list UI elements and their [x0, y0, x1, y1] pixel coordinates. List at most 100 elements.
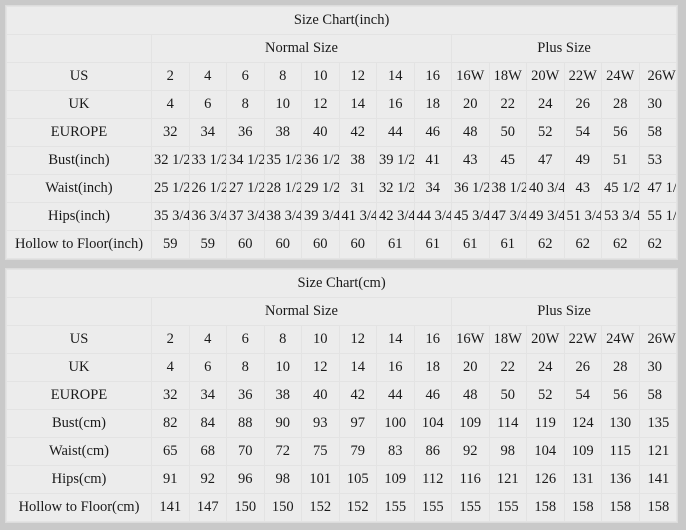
- table-cell: 12: [301, 90, 340, 119]
- table-cell: 4: [151, 353, 190, 382]
- table-row: Waist(inch) 25 1/2 26 1/2 27 1/2 28 1/2 29 1/…: [6, 174, 678, 203]
- table-cell: 38: [338, 146, 377, 175]
- table-cell: 61: [488, 230, 527, 259]
- table-cell: 97: [338, 409, 377, 438]
- table-cell: 32 1/2: [376, 174, 415, 203]
- group-header-row: Normal Size Plus Size: [6, 34, 678, 63]
- table-cell: 136: [601, 465, 640, 494]
- table-cell: 44 3/4: [413, 202, 452, 231]
- table-cell: 38 1/2: [488, 174, 527, 203]
- table-cell: 141: [151, 493, 190, 522]
- table-cell: 155: [376, 493, 415, 522]
- table-cell: 43: [563, 174, 602, 203]
- table-cell: 14: [338, 353, 377, 382]
- table-cell: 62: [526, 230, 565, 259]
- table-cell: 48: [451, 118, 490, 147]
- table-cell: 2: [151, 325, 190, 354]
- table-cell: 86: [413, 437, 452, 466]
- table-cell: 91: [151, 465, 190, 494]
- table-cell: 42: [338, 118, 377, 147]
- table-cell: 51: [601, 146, 640, 175]
- table-cell: 90: [263, 409, 302, 438]
- table-cell: 24W: [601, 325, 640, 354]
- table-cell: 26: [563, 90, 602, 119]
- table-cell: 41 3/4: [338, 202, 377, 231]
- table-cell: 92: [451, 437, 490, 466]
- table-cell: 131: [563, 465, 602, 494]
- table-cell: 130: [601, 409, 640, 438]
- table-cell: 72: [263, 437, 302, 466]
- chart-title-row: Size Chart(cm): [5, 269, 678, 298]
- table-cell: 26: [563, 353, 602, 382]
- row-label-waist-inch: Waist(inch): [6, 174, 152, 203]
- table-cell: 62: [563, 230, 602, 259]
- size-chart-cm-table: Size Chart(cm) Normal Size Plus Size US 2 4 6 8…: [5, 269, 678, 522]
- row-label-uk: UK: [6, 353, 152, 382]
- table-cell: 155: [451, 493, 490, 522]
- table-cell: 59: [188, 230, 227, 259]
- table-cell: 22: [488, 353, 527, 382]
- table-cell: 12: [338, 62, 377, 91]
- row-label-hips-inch: Hips(inch): [6, 202, 152, 231]
- table-cell: 121: [638, 437, 678, 466]
- table-cell: 16: [413, 325, 452, 354]
- table-cell: 79: [338, 437, 377, 466]
- table-cell: 82: [151, 409, 190, 438]
- table-cell: 49: [563, 146, 602, 175]
- table-cell: 16: [376, 353, 415, 382]
- table-row: Hollow to Floor(cm) 141 147 150 150 152 152 155…: [6, 493, 678, 522]
- table-cell: 6: [226, 325, 265, 354]
- table-cell: 22: [488, 90, 527, 119]
- table-cell: 150: [226, 493, 265, 522]
- table-cell: 6: [226, 62, 265, 91]
- table-cell: 49 3/4: [526, 202, 565, 231]
- table-cell: 54: [563, 381, 602, 410]
- table-cell: 105: [338, 465, 377, 494]
- table-cell: 126: [526, 465, 565, 494]
- table-cell: 141: [638, 465, 678, 494]
- table-cell: 41: [413, 146, 452, 175]
- table-cell: 112: [413, 465, 452, 494]
- table-cell: 44: [376, 118, 415, 147]
- table-cell: 20: [451, 353, 490, 382]
- row-label-europe: EUROPE: [6, 118, 152, 147]
- table-cell: 18W: [488, 62, 527, 91]
- table-cell: 45: [488, 146, 527, 175]
- table-cell: 46: [413, 381, 452, 410]
- table-cell: 20W: [526, 325, 565, 354]
- table-cell: 36: [226, 118, 265, 147]
- table-row: Bust(cm) 82 84 88 90 93 97 100 104 109 114 119 124 13…: [6, 409, 678, 438]
- table-cell: 158: [601, 493, 640, 522]
- table-cell: 22W: [563, 325, 602, 354]
- table-cell: 10: [263, 90, 302, 119]
- table-cell: 6: [188, 90, 227, 119]
- chart-title: Size Chart(cm): [5, 269, 678, 298]
- table-cell: 39 3/4: [301, 202, 340, 231]
- table-cell: 44: [376, 381, 415, 410]
- table-cell: 61: [376, 230, 415, 259]
- table-row: US 2 4 6 8 10 12 14 16 16W 18W 20W 22W 24W 26W: [6, 325, 678, 354]
- table-cell: 4: [151, 90, 190, 119]
- table-cell: 52: [526, 381, 565, 410]
- table-cell: 26 1/2: [188, 174, 227, 203]
- table-cell: 27 1/2: [226, 174, 265, 203]
- table-cell: 24: [526, 353, 565, 382]
- table-row: UK 4 6 8 10 12 14 16 18 20 22 24 26 28 30: [6, 90, 678, 119]
- table-cell: 47 1/2: [638, 174, 678, 203]
- row-label-waist-cm: Waist(cm): [6, 437, 152, 466]
- table-cell: 109: [376, 465, 415, 494]
- table-cell: 88: [226, 409, 265, 438]
- table-cell: 34: [188, 381, 227, 410]
- table-cell: 56: [601, 118, 640, 147]
- table-cell: 20W: [526, 62, 565, 91]
- table-cell: 14: [376, 325, 415, 354]
- table-cell: 54: [563, 118, 602, 147]
- table-cell: 12: [338, 325, 377, 354]
- row-label-us: US: [6, 325, 152, 354]
- table-cell: 32: [151, 118, 190, 147]
- table-cell: 25 1/2: [151, 174, 190, 203]
- size-chart-inch-body: Size Chart(inch) Normal Size Plus Size US 2 4…: [5, 6, 678, 259]
- table-cell: 40: [301, 381, 340, 410]
- table-cell: 2: [151, 62, 190, 91]
